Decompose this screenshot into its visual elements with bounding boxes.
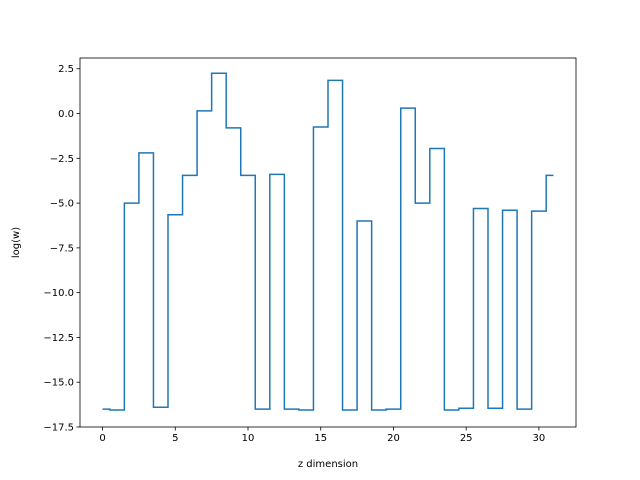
y-tick-label: 2.5 [58, 64, 74, 75]
x-tick-label: 15 [314, 433, 327, 444]
x-tick-label: 0 [99, 433, 105, 444]
x-tick-label: 30 [533, 433, 546, 444]
series-step-line [102, 72, 554, 411]
y-tick-label: −2.5 [50, 154, 74, 165]
x-tick-label: 5 [172, 433, 178, 444]
y-tick-label: −17.5 [43, 423, 74, 434]
x-tick-label: 20 [387, 433, 400, 444]
x-tick-label: 25 [460, 433, 473, 444]
y-axis-label: log(w) [11, 227, 22, 258]
x-axis-label: z dimension [298, 459, 358, 470]
series-layer [102, 72, 554, 411]
axes-layer: 0 5 10 15 20 25 30 2.5 0.0 −2.5 −5.0 −7.5 −10.0 −12.5… [43, 64, 545, 444]
y-tick-label: 0.0 [58, 109, 74, 120]
y-tick-label: −7.5 [50, 243, 74, 254]
y-tick-label: −12.5 [43, 333, 74, 344]
y-tick-label: −5.0 [50, 199, 74, 210]
y-tick-label: −10.0 [43, 288, 74, 299]
y-tick-label: −15.0 [43, 378, 74, 389]
x-tick-label: 10 [242, 433, 255, 444]
plot-frame [79, 57, 577, 428]
